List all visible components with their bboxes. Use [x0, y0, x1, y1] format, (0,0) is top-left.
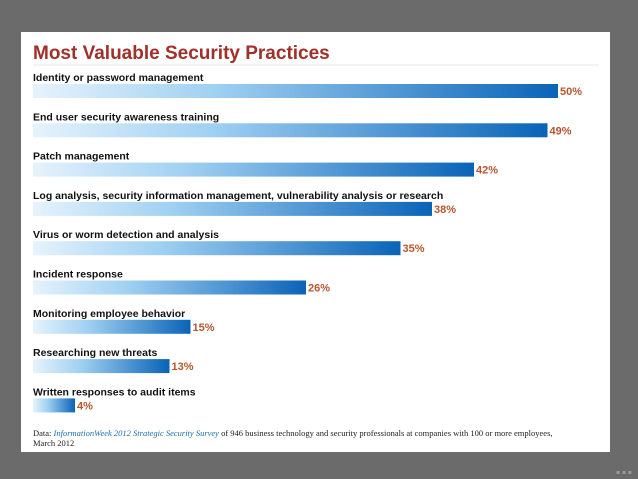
value-label: 4% [77, 400, 93, 412]
footnote-prefix: Data: [33, 428, 54, 438]
category-label: Virus or worm detection and analysis [33, 229, 219, 241]
category-label: Log analysis, security information manag… [33, 190, 443, 202]
value-label: 38% [434, 204, 456, 216]
footnote-source: InformationWeek 2012 Strategic Security … [53, 428, 219, 438]
value-label: 26% [308, 283, 330, 295]
bar-chart: Most Valuable Security Practices Identit… [33, 43, 599, 413]
bar [33, 123, 548, 138]
value-label: 49% [550, 125, 572, 137]
chart-title: Most Valuable Security Practices [33, 43, 330, 64]
footnote-rest: of 946 business technology and security … [33, 428, 553, 448]
bar [33, 241, 401, 256]
bar [33, 359, 170, 374]
data-source-footnote: Data: InformationWeek 2012 Strategic Sec… [33, 428, 553, 448]
bar [33, 84, 558, 98]
slide-canvas: Most Valuable Security Practices Identit… [21, 32, 610, 452]
bar [33, 398, 75, 413]
category-label: Written responses to audit items [33, 386, 196, 398]
value-label: 50% [560, 86, 582, 98]
bar [33, 201, 432, 216]
category-label: Researching new threats [33, 347, 157, 359]
bar [33, 319, 191, 334]
watermark: ▪ ▪ ▪ [615, 469, 632, 476]
category-label: End user security awareness training [33, 111, 219, 123]
bar [33, 162, 474, 177]
category-label: Identity or password management [33, 72, 204, 84]
value-label: 13% [172, 361, 194, 373]
category-label: Incident response [33, 269, 123, 281]
bars-group: Identity or password management 50% End us… [33, 72, 582, 413]
bar [33, 280, 306, 295]
category-label: Monitoring employee behavior [33, 308, 185, 320]
value-label: 35% [403, 243, 425, 255]
category-label: Patch management [33, 151, 130, 163]
value-label: 15% [193, 322, 215, 334]
value-label: 42% [476, 165, 498, 177]
